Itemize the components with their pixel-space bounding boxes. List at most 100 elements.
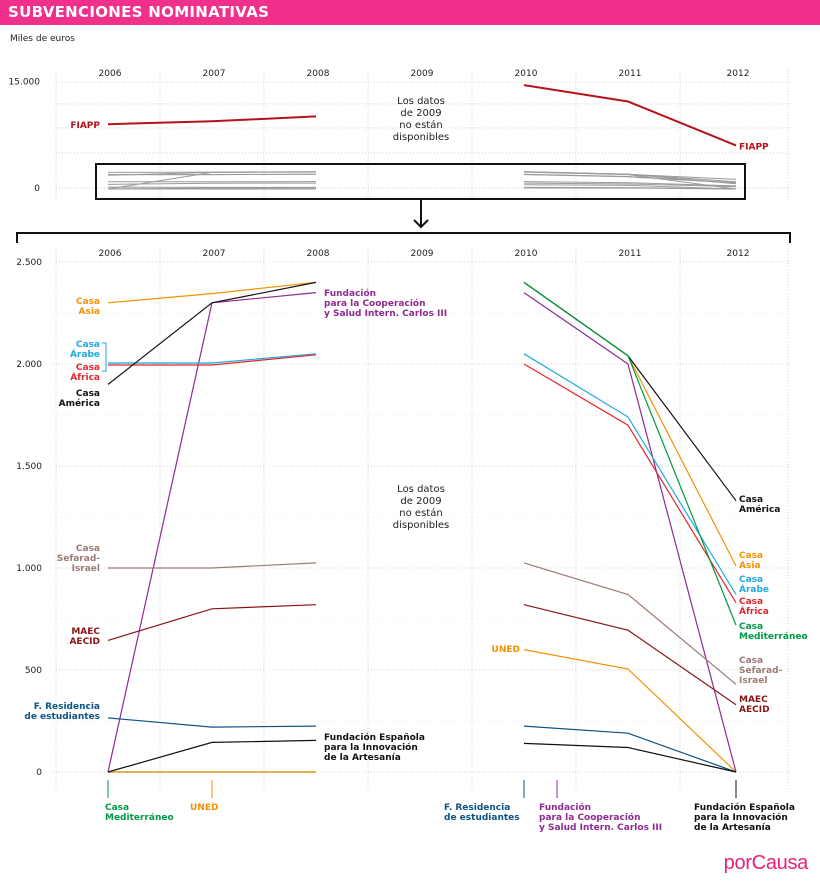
series-label-fundacion-para-la-cooperacion-y-salud-intern-carlos-iii-bottom: para la Cooperación [539, 812, 641, 823]
series-label-casa-arabe-left: Casa [76, 340, 100, 350]
top-year-label: 2008 [307, 69, 330, 79]
series-label-casa-asia-left: Casa [76, 297, 100, 307]
series-label-uned-bottom: UNED [190, 803, 218, 813]
series-line-casa-arabe [523, 353, 737, 595]
series-line-casa-sefarad-israel [523, 562, 737, 685]
series-line-maec-aecid [107, 604, 317, 641]
top-missing-note: no están [399, 119, 442, 131]
series-line-fiapp [107, 115, 317, 126]
series-line-casa-asia [523, 281, 737, 567]
detail-y-tick-label: 1.000 [16, 564, 42, 574]
series-line-f-residencia-de-estudiantes [107, 717, 317, 728]
overview-line-casa-mediterraneo [523, 171, 737, 185]
detail-year-label: 2011 [619, 249, 642, 259]
series-label-casa-mediterraneo-right: Mediterráneo [739, 632, 808, 642]
series-line-fundacion-espanola-para-la-innovacion-de-la-artesania [107, 739, 317, 773]
series-line-casa-sefarad-israel [108, 562, 317, 569]
page-title: SUBVENCIONES NOMINATIVAS [8, 3, 270, 21]
series-line-maec-aecid [523, 604, 737, 706]
series-label-casa-africa-left: África [70, 371, 100, 383]
series-label-casa-asia-right: Asia [739, 561, 760, 571]
overview-line-maec-aecid [523, 182, 737, 188]
series-label-casa-arabe-right: Casa [739, 575, 763, 585]
detail-year-label: 2012 [727, 249, 750, 259]
brand-logo: porCausa [723, 852, 809, 874]
series-label-casa-arabe-right: Árabe [739, 583, 769, 595]
series-label-casa-mediterraneo-right: Casa [739, 622, 763, 632]
series-label-fundacion-para-la-cooperacion-y-salud-intern-carlos-iii-left: para la Cooperación [324, 298, 426, 309]
series-label-fundacion-espanola-para-la-innovacion-de-la-artesania-left: de la Artesanía [324, 753, 401, 763]
top-missing-note: de 2009 [400, 108, 441, 119]
top-year-label: 2012 [727, 69, 750, 79]
series-label-casa-sefarad-israel-left: Casa [76, 544, 100, 554]
units-label: Miles de euros [10, 34, 75, 44]
series-line-casa-arabe [108, 353, 317, 364]
series-label-fundacion-espanola-para-la-innovacion-de-la-artesania-bottom: de la Artesanía [694, 823, 771, 833]
series-label-casa-arabe-left: Árabe [70, 348, 100, 360]
detail-year-label: 2010 [515, 249, 538, 259]
detail-y-tick-label: 1.500 [16, 462, 42, 472]
series-label-fundacion-para-la-cooperacion-y-salud-intern-carlos-iii-bottom: y Salud Intern. Carlos III [539, 823, 662, 833]
zoom-arrow-head [413, 219, 429, 229]
zoom-bracket [16, 232, 791, 243]
overview-line-casa-america [107, 171, 317, 176]
detail-missing-note: de 2009 [400, 496, 441, 507]
detail-year-label: 2007 [203, 249, 226, 259]
series-label-maec-aecid-right: MAEC [739, 695, 768, 705]
top-y-tick-label: 15.000 [9, 78, 41, 88]
detail-missing-note: no están [399, 507, 442, 519]
series-label-casa-america-right: América [739, 504, 780, 515]
detail-year-label: 2009 [411, 249, 434, 259]
series-label-fiapp-left: FIAPP [70, 121, 100, 131]
series-line-fundacion-espanola-para-la-innovacion-de-la-artesania [523, 742, 737, 773]
detail-year-label: 2006 [99, 249, 122, 259]
series-label-casa-sefarad-israel-left: Israel [72, 564, 100, 574]
series-label-casa-sefarad-israel-right: Israel [739, 676, 767, 686]
top-y-tick-label: 0 [34, 184, 40, 194]
series-label-fundacion-para-la-cooperacion-y-salud-intern-carlos-iii-left: y Salud Intern. Carlos III [324, 309, 447, 319]
series-label-casa-sefarad-israel-right: Sefarad- [739, 666, 783, 676]
top-year-label: 2009 [411, 69, 434, 79]
detail-y-tick-label: 2.500 [16, 258, 42, 268]
series-line-casa-america [107, 281, 317, 385]
series-label-fiapp-right: FIAPP [739, 142, 769, 152]
series-label-casa-asia-left: Asia [79, 307, 100, 317]
series-label-casa-asia-right: Casa [739, 551, 763, 561]
series-label-maec-aecid-right: AECID [739, 705, 770, 715]
top-missing-note: Los datos [397, 96, 445, 107]
series-label-fundacion-espanola-para-la-innovacion-de-la-artesania-left: Fundación Española [324, 732, 425, 743]
series-label-fundacion-para-la-cooperacion-y-salud-intern-carlos-iii-bottom: Fundación [539, 802, 591, 813]
series-label-fundacion-espanola-para-la-innovacion-de-la-artesania-bottom: Fundación Española [694, 802, 795, 813]
series-line-f-residencia-de-estudiantes [523, 725, 737, 773]
series-line-casa-asia [107, 281, 317, 304]
series-label-f-residencia-de-estudiantes-left: de estudiantes [24, 712, 100, 722]
series-label-casa-sefarad-israel-right: Casa [739, 656, 763, 666]
series-label-f-residencia-de-estudiantes-bottom: F. Residencia [444, 803, 510, 813]
series-label-casa-mediterraneo-bottom: Mediterráneo [105, 813, 174, 823]
series-label-fundacion-espanola-para-la-innovacion-de-la-artesania-bottom: para la Innovación [694, 812, 788, 823]
series-label-casa-america-right: Casa [739, 495, 763, 505]
overview-line-fundacion-espanola-para-la-innovacion-de-la-artesania [107, 187, 317, 190]
series-line-uned [523, 649, 737, 773]
detail-y-tick-label: 0 [36, 768, 42, 778]
series-label-fundacion-espanola-para-la-innovacion-de-la-artesania-left: para la Innovación [324, 742, 418, 753]
casa-arabe-bracket [102, 342, 107, 372]
detail-missing-note: disponibles [393, 520, 449, 531]
series-label-casa-mediterraneo-bottom: Casa [105, 803, 129, 813]
overview-line-uned [523, 184, 737, 190]
series-label-casa-africa-right: Casa [739, 597, 763, 607]
series-label-casa-africa-right: África [739, 605, 769, 617]
series-label-casa-america-left: América [59, 398, 100, 409]
overview-line-casa-sefarad-israel [523, 181, 737, 187]
series-line-casa-mediterraneo [523, 281, 737, 626]
series-label-fundacion-para-la-cooperacion-y-salud-intern-carlos-iii-left: Fundación [324, 288, 376, 299]
series-label-casa-sefarad-israel-left: Sefarad- [57, 554, 101, 564]
series-line-fundacion-para-la-cooperacion-y-salud-intern-carlos-iii [523, 292, 737, 773]
overview-line-maec-aecid [107, 182, 317, 185]
detail-y-tick-label: 2.000 [16, 360, 42, 370]
series-label-f-residencia-de-estudiantes-bottom: de estudiantes [444, 813, 520, 823]
series-line-fiapp [523, 84, 737, 147]
series-label-f-residencia-de-estudiantes-left: F. Residencia [34, 702, 100, 712]
detail-missing-note: Los datos [397, 484, 445, 495]
top-year-label: 2006 [99, 69, 122, 79]
